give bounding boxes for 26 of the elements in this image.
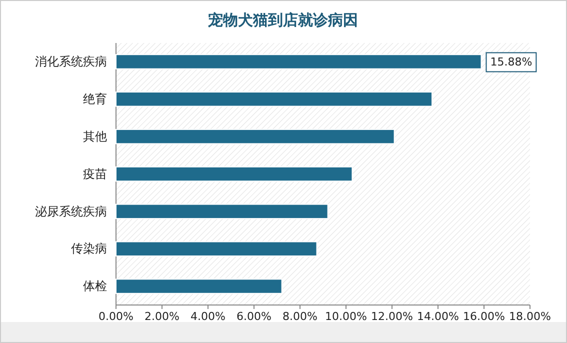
y-tick-label: 绝育 — [83, 92, 107, 106]
y-tick-label: 体检 — [83, 279, 107, 294]
bar — [116, 92, 433, 107]
bar — [116, 204, 328, 220]
x-tick-label: 10.00% — [325, 310, 367, 323]
x-tick-label: 16.00% — [463, 310, 505, 323]
y-tick-label: 其他 — [83, 129, 107, 144]
x-tick-label: 12.00% — [371, 310, 413, 323]
x-tick-label: 4.00% — [190, 310, 226, 323]
y-tick-label: 泌尿系统疾病 — [35, 204, 107, 218]
x-tick-label: 14.00% — [417, 310, 459, 323]
data-label: 15.88% — [490, 56, 532, 69]
chart-title: 宠物犬猫到店就诊病因 — [207, 11, 358, 29]
y-tick-label: 传染病 — [71, 242, 107, 256]
bar — [116, 166, 353, 182]
bar — [116, 128, 395, 144]
y-tick-label: 疫苗 — [83, 166, 107, 181]
x-tick-label: 18.00% — [509, 310, 551, 323]
y-tick-label: 消化系统疾病 — [35, 54, 107, 69]
x-tick-label: 8.00% — [282, 310, 318, 323]
x-tick-label: 0.00% — [98, 310, 134, 323]
bar — [116, 54, 482, 70]
bar — [116, 278, 282, 294]
bar — [116, 241, 318, 256]
x-tick-label: 2.00% — [144, 310, 180, 323]
x-tick-label: 6.00% — [236, 310, 272, 323]
